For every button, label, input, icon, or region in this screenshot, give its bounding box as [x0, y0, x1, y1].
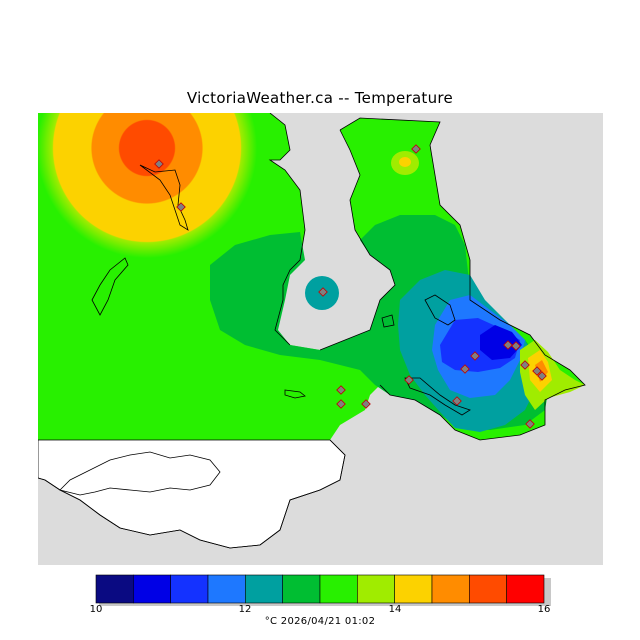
- legend-swatch: [357, 574, 395, 604]
- station-marker: [176, 202, 186, 212]
- legend-swatch: [394, 574, 433, 604]
- legend-swatch: [207, 574, 246, 604]
- legend-label-12: 12: [238, 604, 252, 615]
- legend-swatch: [282, 574, 321, 604]
- legend-label-14: 14: [388, 604, 402, 615]
- station-marker: [411, 144, 421, 154]
- legend-swatch: [319, 574, 358, 604]
- station-marker: [154, 159, 164, 169]
- station-marker: [336, 385, 346, 395]
- station-marker: [525, 419, 535, 429]
- legend-swatch: [95, 574, 134, 604]
- map-title: VictoriaWeather.ca -- Temperature: [186, 89, 454, 107]
- legend-color-bar: [95, 574, 545, 604]
- legend-swatch: [506, 574, 545, 604]
- station-marker: [318, 287, 328, 297]
- station-marker: [511, 341, 521, 351]
- station-marker: [470, 351, 480, 361]
- legend-swatch: [245, 574, 283, 604]
- legend-footer: °C 2026/04/21 01:02: [264, 616, 376, 627]
- station-marker: [532, 366, 542, 376]
- legend-label-16: 16: [537, 604, 551, 615]
- coastlines: [38, 113, 586, 549]
- legend-swatch: [469, 574, 507, 604]
- station-marker: [460, 364, 470, 374]
- station-marker: [537, 371, 547, 381]
- station-marker: [336, 399, 346, 409]
- zone-hot-northwest: [38, 113, 298, 313]
- zone-10-5: [480, 325, 522, 360]
- legend-label-10: 10: [89, 604, 103, 615]
- zone-15-north: [399, 157, 411, 167]
- station-marker: [452, 396, 462, 406]
- legend-swatch: [133, 574, 171, 604]
- legend-swatch: [170, 574, 209, 604]
- station-markers: [154, 144, 547, 429]
- station-marker: [404, 375, 414, 385]
- station-marker: [520, 360, 530, 370]
- legend-swatch: [431, 574, 470, 604]
- station-marker: [503, 340, 513, 350]
- station-marker: [361, 399, 371, 409]
